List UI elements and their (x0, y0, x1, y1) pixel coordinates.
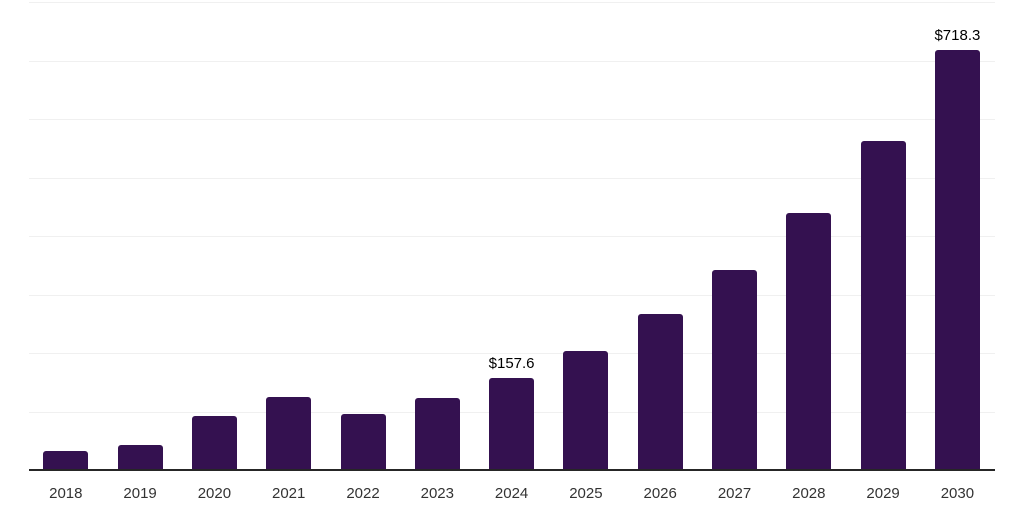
x-tick-label-2024: 2024 (494, 485, 529, 502)
x-tick-label-2022: 2022 (346, 485, 380, 502)
gridline-600 (29, 119, 995, 120)
gridline-700 (29, 60, 995, 62)
bar-2020 (191, 416, 237, 470)
bar-2018 (43, 451, 89, 470)
bar-2030 (934, 49, 980, 470)
bar-2027 (712, 269, 757, 470)
bar-2029 (860, 140, 906, 470)
bar-2025 (563, 350, 609, 470)
x-tick-label-2019: 2019 (123, 485, 157, 502)
bar-value-label-2024: $157.6 (488, 354, 535, 372)
x-tick-label-2018: 2018 (49, 485, 83, 502)
x-tick-label-2026: 2026 (643, 485, 677, 502)
x-tick-label-2025: 2025 (569, 485, 603, 502)
plot-area: $157.6 $718.3 (29, 2, 995, 470)
x-tick-label-2029: 2029 (866, 485, 900, 502)
bar-2022 (340, 413, 386, 470)
x-tick-label-2028: 2028 (792, 485, 826, 502)
x-tick-label-2023: 2023 (420, 485, 454, 502)
x-axis-line (29, 469, 995, 471)
gridline-500 (29, 177, 995, 179)
bar-2026 (637, 314, 683, 470)
bar-2019 (117, 444, 163, 470)
bar-2021 (266, 397, 312, 470)
x-tick-label-2021: 2021 (272, 485, 306, 502)
bar-2028 (786, 212, 832, 470)
x-tick-label-2027: 2027 (717, 485, 752, 502)
gridline-200 (29, 353, 995, 354)
gridline-800 (29, 2, 995, 3)
gridline-300 (29, 294, 995, 296)
x-tick-label-2030: 2030 (940, 485, 975, 502)
bar-value-label-2030: $718.3 (934, 26, 981, 44)
bar-2024 (489, 377, 535, 470)
gridline-400 (29, 236, 995, 237)
x-tick-label-2020: 2020 (197, 485, 232, 502)
bar-2023 (414, 398, 460, 470)
